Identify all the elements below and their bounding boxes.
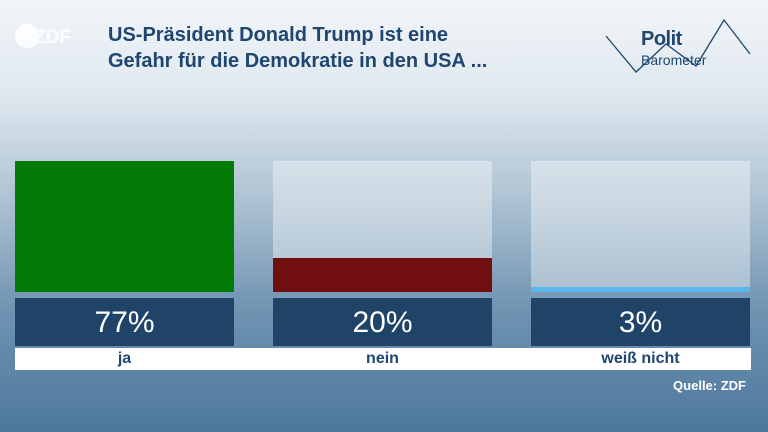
politbarometer-logo: Polit Barometer: [604, 14, 754, 84]
category-label-ja: ja: [117, 350, 132, 367]
politbarometer-barometer: Barometer: [641, 52, 707, 68]
svg-text:ZDF: ZDF: [34, 27, 71, 48]
bar-track-weiss-nicht: [531, 161, 750, 292]
bar-track-ja: [15, 161, 234, 292]
category-label-weiss-nicht: weiß nicht: [601, 350, 680, 367]
bar-ja: [15, 161, 234, 292]
politbarometer-polit: Polit: [641, 28, 682, 50]
value-label-ja: 77%: [15, 298, 234, 346]
bar-nein: [273, 258, 492, 292]
chart-title-line-1: US-Präsident Donald Trump ist eine: [108, 24, 449, 46]
category-label-row: ja nein weiß nicht: [15, 348, 751, 370]
chart-title: US-Präsident Donald Trump ist eine Gefah…: [108, 22, 578, 74]
chart-title-line-2: Gefahr für die Demokratie in den USA ...: [108, 50, 488, 72]
bar-track-nein: [273, 161, 492, 292]
politbarometer-zigzag-icon: [605, 18, 751, 73]
value-label-weiss-nicht: 3%: [531, 298, 750, 346]
source-label: Quelle: ZDF: [673, 378, 746, 393]
value-label-nein: 20%: [273, 298, 492, 346]
category-label-nein: nein: [366, 350, 399, 367]
bar-weiss-nicht: [531, 287, 750, 292]
zdf-logo: ZDF: [14, 22, 84, 50]
